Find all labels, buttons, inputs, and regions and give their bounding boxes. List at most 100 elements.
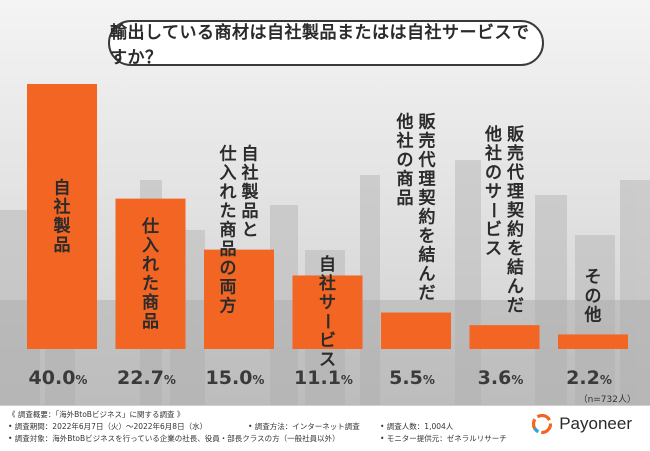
sample-size-note: （n=732人） — [578, 395, 636, 405]
category-label-char: の — [485, 163, 502, 183]
category-label-char: 他 — [396, 112, 414, 133]
value-number: 11.1 — [294, 367, 341, 389]
category-label-char: の — [220, 259, 237, 279]
value-number: 2.2 — [566, 367, 600, 389]
category-label-char: 社 — [53, 197, 71, 218]
payoneer-logo-icon — [532, 413, 553, 435]
category-label-char: 売 — [507, 143, 524, 164]
category-label-char: 仕 — [219, 144, 237, 165]
value-label-1: 40.0% — [29, 367, 88, 389]
category-label-char: 他 — [584, 304, 602, 325]
category-label-char: 結 — [507, 257, 524, 278]
value-unit: % — [341, 373, 353, 387]
category-label-char: ー — [317, 313, 337, 330]
value-label-4: 11.1% — [294, 367, 353, 389]
category-label-char: 他 — [484, 124, 502, 145]
category-label-char: 売 — [419, 131, 436, 152]
value-unit: % — [423, 373, 435, 387]
bar-2 — [115, 198, 186, 349]
value-unit: % — [511, 373, 523, 387]
category-label-char: 理 — [419, 170, 436, 190]
bar-6 — [469, 325, 540, 349]
survey-period: • 調査期間：2022年6月7日（火）〜2022年6月8日（水） — [8, 422, 208, 431]
category-label-char: と — [242, 221, 259, 241]
value-number: 15.0 — [206, 367, 253, 389]
category-label-char: 品 — [142, 312, 159, 332]
value-number: 3.6 — [478, 367, 512, 389]
category-label-char: 自 — [319, 254, 336, 275]
category-label-char: 社 — [241, 163, 259, 184]
category-label-char: 仕 — [141, 216, 159, 237]
value-number: 5.5 — [389, 367, 423, 389]
value-unit: % — [600, 373, 612, 387]
category-label-char: 製 — [241, 182, 259, 203]
payoneer-logo: Payoneer — [531, 413, 632, 435]
category-label-char: だ — [419, 284, 436, 304]
category-label-char: 結 — [419, 245, 436, 266]
value-label-6: 3.6% — [478, 367, 524, 389]
category-label-char: ス — [319, 350, 336, 370]
category-label-char: 入 — [142, 236, 159, 256]
category-label-char: 商 — [397, 169, 414, 190]
category-label-char: ビ — [485, 220, 502, 240]
logo-text: Payoneer — [559, 414, 632, 433]
value-label-5: 5.5% — [389, 367, 435, 389]
category-label-char: の — [397, 151, 414, 171]
value-label-7: 2.2% — [566, 367, 612, 389]
category-label-char: 両 — [220, 278, 237, 298]
category-label-char: 契 — [418, 188, 437, 209]
category-label-char: ー — [483, 202, 503, 219]
category-label-char: 自 — [54, 178, 71, 199]
category-label-char: 約 — [419, 207, 436, 228]
value-unit: % — [164, 373, 176, 387]
category-label-char: れ — [220, 183, 237, 203]
category-label-char: ん — [507, 277, 524, 297]
category-label-char: 社 — [396, 131, 414, 152]
category-label-char: 品 — [220, 240, 237, 260]
category-label-char: 社 — [484, 143, 502, 164]
survey-method: • 調査方法：インターネット調査 — [248, 422, 360, 431]
category-label-char: そ — [585, 267, 602, 287]
bar-4 — [292, 275, 363, 349]
survey-provider: • モニター提供元：ゼネラルリサーチ — [380, 434, 507, 443]
category-label-char: 商 — [220, 220, 237, 241]
category-label-char: ビ — [319, 331, 336, 351]
category-label-char: た — [142, 274, 159, 294]
category-label-char: 販 — [507, 124, 525, 145]
survey-count: • 調査人数：1,004人 — [380, 422, 454, 431]
category-label-char: を — [419, 227, 436, 247]
value-unit: % — [75, 373, 87, 387]
category-label-char: 製 — [53, 216, 71, 237]
value-unit: % — [252, 373, 264, 387]
bar-5 — [381, 312, 451, 349]
category-label-char: 契 — [506, 200, 525, 221]
value-label-2: 22.7% — [117, 367, 176, 389]
survey-overview: 《 調査概要：「海外BtoBビジネス」に関する調査 》 — [8, 410, 185, 419]
category-label-char: 社 — [318, 273, 336, 294]
category-label-char: 代 — [506, 162, 524, 183]
value-label-3: 15.0% — [206, 367, 265, 389]
category-label-char: 販 — [419, 112, 437, 133]
value-number: 22.7 — [117, 367, 164, 389]
category-label-char: 入 — [220, 164, 237, 184]
category-label-char: の — [585, 286, 602, 306]
category-label-char: サ — [319, 293, 336, 313]
category-label-char: 品 — [242, 202, 259, 222]
category-label-char: だ — [507, 296, 524, 316]
chart-title: 輸出している商材は自社製品またはは自社サービスですか？ — [108, 20, 544, 68]
category-label-char: を — [507, 239, 524, 259]
value-number: 40.0 — [29, 367, 76, 389]
category-label-char: 自 — [242, 144, 259, 165]
bar-3 — [204, 249, 274, 349]
category-label-char: 約 — [507, 219, 524, 240]
category-label-char: れ — [142, 255, 159, 275]
category-label-char: サ — [485, 182, 502, 202]
category-label-char: ん — [419, 265, 436, 285]
bar-1 — [27, 84, 97, 349]
category-label-char: ス — [485, 239, 502, 259]
survey-target: • 調査対象：海外BtoBビジネスを行っている企業の社長、役員・部長クラスの方（… — [8, 434, 340, 443]
category-label-char: た — [220, 202, 237, 222]
category-label-char: 品 — [54, 236, 71, 256]
survey-footer: 《 調査概要：「海外BtoBビジネス」に関する調査 》 • 調査期間：2022年… — [0, 405, 650, 451]
